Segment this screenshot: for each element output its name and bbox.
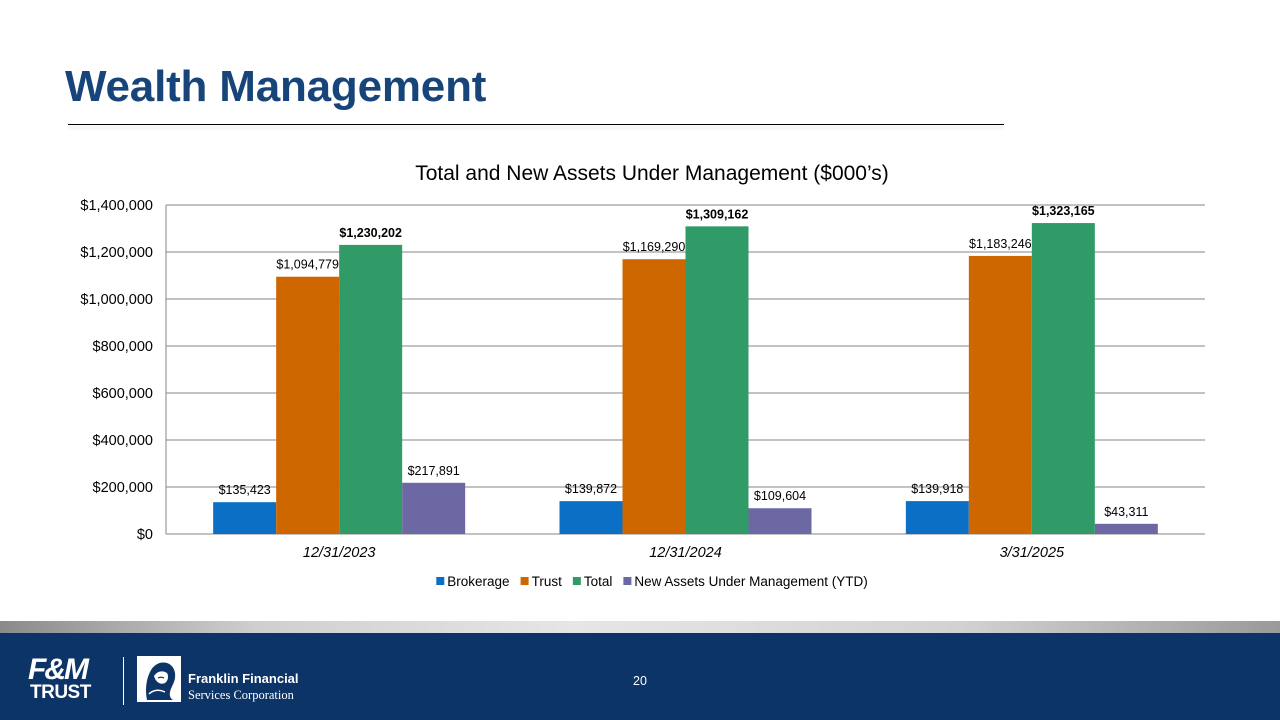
x-tick-label: 12/31/2023: [303, 545, 376, 561]
data-label: $135,423: [219, 483, 271, 497]
data-label: $1,309,162: [686, 207, 749, 221]
data-label: $139,918: [911, 482, 963, 496]
company-name: Franklin Financial: [188, 671, 299, 686]
bar-brokerage: [213, 502, 277, 534]
legend-swatch: [436, 577, 445, 585]
y-tick-label: $200,000: [93, 480, 153, 496]
legend-swatch: [520, 577, 529, 585]
logo-divider: [123, 657, 124, 705]
legend-label: Total: [584, 574, 613, 589]
y-tick-label: $800,000: [93, 339, 153, 355]
x-tick-label: 12/31/2024: [649, 545, 722, 561]
bar-trust: [968, 255, 1032, 534]
data-label: $1,323,165: [1032, 204, 1095, 218]
bar-brokerage: [905, 501, 969, 534]
data-label: $1,230,202: [339, 226, 402, 240]
bar-total: [339, 244, 403, 534]
legend-item: Trust: [520, 574, 562, 589]
legend-label: New Assets Under Management (YTD): [634, 574, 867, 589]
legend-swatch: [623, 577, 632, 585]
title-divider: [68, 124, 1004, 125]
chart-title: Total and New Assets Under Management ($…: [415, 162, 889, 185]
bar-brokerage: [559, 501, 623, 534]
data-label: $217,891: [408, 464, 460, 478]
bar-total: [685, 226, 749, 534]
bar-total: [1031, 223, 1095, 535]
slide-title: Wealth Management: [65, 62, 487, 111]
y-tick-label: $1,000,000: [80, 292, 153, 308]
bars: [213, 223, 1158, 535]
assets-chart: Total and New Assets Under Management ($…: [80, 162, 1205, 589]
x-tick-label: 3/31/2025: [1000, 545, 1065, 561]
x-axis: 12/31/2023 12/31/2024 3/31/2025: [303, 545, 1065, 561]
y-tick-label: $1,400,000: [80, 198, 153, 214]
company-name-sub: Services Corporation: [188, 688, 294, 702]
page-number: 20: [633, 674, 647, 688]
bar-new-assets-under-management-ytd: [748, 508, 812, 534]
legend: Brokerage Trust Total New Assets Under Mana…: [436, 574, 868, 589]
data-label: $1,169,290: [623, 240, 686, 254]
footer: F&M TRUST Franklin Financial Services Co…: [0, 633, 1280, 720]
bar-new-assets-under-management-ytd: [1094, 523, 1158, 534]
legend-label: Brokerage: [447, 574, 509, 589]
legend-item: Brokerage: [436, 574, 510, 589]
data-label: $1,094,779: [276, 258, 339, 272]
legend-item: New Assets Under Management (YTD): [623, 574, 868, 589]
data-label: $1,183,246: [969, 237, 1032, 251]
y-tick-label: $1,200,000: [80, 245, 153, 261]
data-label: $43,311: [1104, 505, 1148, 519]
legend-swatch: [572, 577, 581, 585]
data-labels: $135,423 $1,094,779 $1,230,202 $217,891 $139…: [219, 204, 1149, 519]
data-label: $139,872: [565, 482, 617, 496]
legend-item: Total: [572, 574, 613, 589]
legend-label: Trust: [532, 574, 562, 589]
franklin-portrait-icon: [137, 656, 181, 702]
y-tick-label: $600,000: [93, 386, 153, 402]
fm-trust-logo: F&M TRUST: [28, 653, 91, 703]
y-tick-label: $0: [137, 527, 153, 543]
y-tick-label: $400,000: [93, 433, 153, 449]
bar-trust: [622, 259, 686, 534]
y-axis: $0 $200,000 $400,000 $600,000 $800,000 $1,000…: [80, 198, 153, 543]
footer-accent-band: [0, 621, 1280, 633]
data-label: $109,604: [754, 489, 806, 503]
bar-trust: [276, 276, 340, 534]
bar-new-assets-under-management-ytd: [402, 482, 466, 534]
